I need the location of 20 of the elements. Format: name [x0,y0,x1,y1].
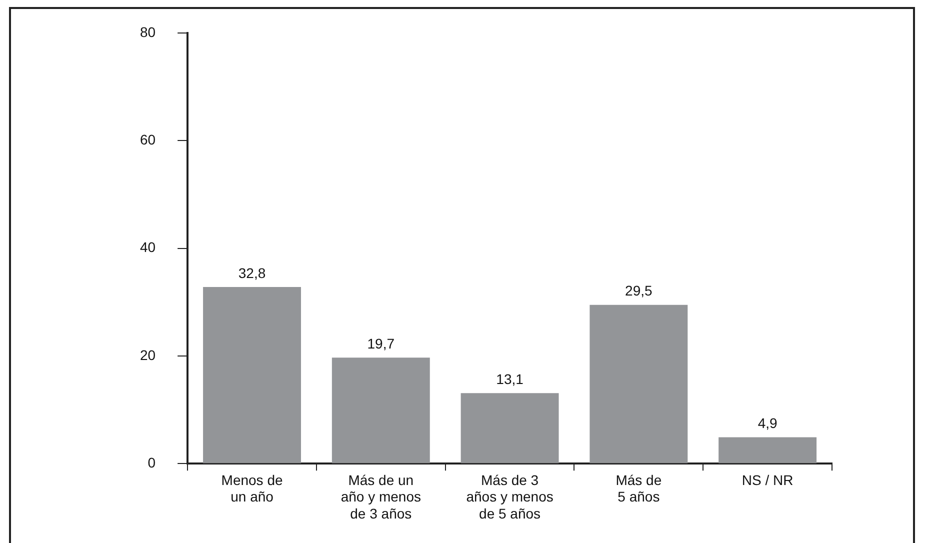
y-tick-label: 20 [140,346,156,363]
bar [718,437,817,464]
x-tick-label: Más de un año y menos de 3 años [340,472,421,522]
y-tick-label: 0 [148,454,156,470]
data-label: 32,8 [238,264,266,281]
y-tick-label: 60 [140,132,156,148]
x-tick-label: Más de 3 años y menos de 5 años [466,472,554,522]
y-tick-label: 80 [140,24,156,40]
bar [203,287,301,464]
y-tick-label: 40 [140,239,156,256]
data-label: 13,1 [496,370,524,387]
data-label: 4,9 [758,415,778,432]
x-tick-label: NS / NR [742,472,794,488]
data-label: 19,7 [367,335,395,352]
data-label: 29,5 [625,282,653,299]
bar [460,393,559,464]
x-tick-label: Más de 5 años [616,472,662,505]
x-tick-label: Menos de un año [221,472,283,505]
bar [332,358,430,464]
bar [590,304,688,464]
